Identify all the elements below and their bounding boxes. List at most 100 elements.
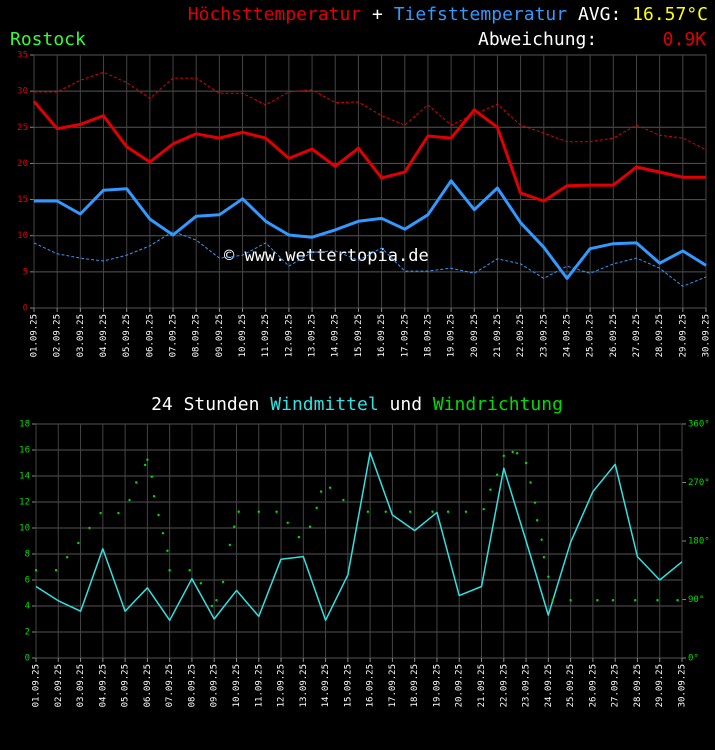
x-tick-label: 06.09.25 xyxy=(143,664,153,707)
direction-dot xyxy=(297,535,301,539)
x-tick-label: 02.09.25 xyxy=(54,664,64,707)
x-tick-label: 15.09.25 xyxy=(343,664,353,707)
direction-dot xyxy=(166,549,169,552)
direction-dot xyxy=(489,488,492,491)
x-tick-label: 12.09.25 xyxy=(284,314,294,357)
x-tick-label: 04.09.25 xyxy=(99,314,109,357)
y-tick-label: 15 xyxy=(17,195,28,205)
deviation-value: 0.9K xyxy=(663,29,707,50)
x-tick-label: 29.09.25 xyxy=(655,664,665,707)
x-tick-label: 13.09.25 xyxy=(299,664,309,707)
direction-dot xyxy=(502,454,505,458)
location: Rostock xyxy=(10,29,86,50)
x-tick-label: 15.09.25 xyxy=(354,314,364,357)
x-tick-label: 12.09.25 xyxy=(277,664,287,707)
direction-dot xyxy=(540,538,543,541)
x-tick-label: 22.09.25 xyxy=(516,314,526,357)
title-prefix: 24 Stunden xyxy=(151,394,259,415)
x-tick-label: 30.09.25 xyxy=(702,314,712,357)
direction-dot xyxy=(315,506,318,510)
direction-dot xyxy=(542,556,546,559)
x-tick-label: 17.09.25 xyxy=(400,314,410,357)
x-tick-label: 28.09.25 xyxy=(655,314,665,357)
direction-dot xyxy=(228,543,231,547)
y-tick-label: 16 xyxy=(19,446,30,456)
x-tick-label: 30.09.25 xyxy=(678,664,688,707)
y2-tick-label: 90° xyxy=(688,595,704,605)
direction-dot xyxy=(409,510,412,513)
direction-dot xyxy=(495,473,499,476)
direction-dot xyxy=(611,598,615,602)
x-tick-label: 11.09.25 xyxy=(254,664,264,707)
y-tick-label: 2 xyxy=(25,628,30,638)
title-joiner: + xyxy=(372,4,383,25)
direction-dot xyxy=(152,494,156,498)
direction-dot xyxy=(286,521,289,524)
x-tick-label: 23.09.25 xyxy=(522,664,532,707)
direction-dot xyxy=(128,498,131,502)
direction-dot xyxy=(533,501,537,504)
direction-dot xyxy=(529,481,532,484)
direction-dot xyxy=(34,569,38,572)
y2-tick-label: 360° xyxy=(688,420,710,430)
x-tick-label: 10.09.25 xyxy=(238,314,248,357)
x-tick-label: 18.09.25 xyxy=(410,664,420,707)
direction-dot xyxy=(464,510,468,513)
chart-title: Höchsttemperatur + Tiefsttemperatur AVG:… xyxy=(188,4,708,25)
direction-dot xyxy=(135,481,138,484)
y-tick-label: 35 xyxy=(17,51,28,61)
direction-dot xyxy=(54,569,58,572)
direction-dot xyxy=(233,525,236,528)
x-tick-label: 09.09.25 xyxy=(210,664,220,707)
x-tick-label: 19.09.25 xyxy=(432,664,442,707)
direction-dot xyxy=(199,582,203,585)
x-tick-label: 07.09.25 xyxy=(169,314,179,357)
avg-label: AVG: xyxy=(578,4,621,25)
y-tick-label: 14 xyxy=(19,472,30,482)
x-tick-label: 06.09.25 xyxy=(145,314,155,357)
direction-dot xyxy=(308,525,312,528)
x-tick-label: 11.09.25 xyxy=(261,314,271,357)
x-tick-label: 25.09.25 xyxy=(586,314,596,357)
x-tick-label: 03.09.25 xyxy=(76,314,86,357)
y2-tick-label: 180° xyxy=(688,537,710,547)
x-tick-label: 16.09.25 xyxy=(366,664,376,707)
x-tick-label: 05.09.25 xyxy=(121,664,131,707)
avg-value: 16.57°C xyxy=(632,4,708,25)
y-tick-label: 0 xyxy=(23,304,28,314)
direction-dot xyxy=(210,604,214,608)
y-tick-label: 30 xyxy=(17,87,28,97)
x-tick-label: 14.09.25 xyxy=(321,664,331,707)
direction-dot xyxy=(342,498,345,502)
direction-dot xyxy=(366,510,370,513)
direction-dot xyxy=(237,510,240,513)
x-tick-label: 05.09.25 xyxy=(122,314,132,357)
x-tick-label: 13.09.25 xyxy=(308,314,318,357)
direction-dot xyxy=(143,463,147,467)
y-tick-label: 12 xyxy=(19,498,30,508)
direction-dot xyxy=(65,556,69,559)
direction-dot xyxy=(150,475,154,478)
direction-dot xyxy=(188,569,191,572)
x-tick-label: 20.09.25 xyxy=(455,664,465,707)
direction-dot xyxy=(446,510,450,513)
y-tick-label: 25 xyxy=(17,123,28,133)
title-max: Höchsttemperatur xyxy=(188,4,362,25)
data-line xyxy=(34,71,707,151)
x-tick-label: 27.09.25 xyxy=(632,314,642,357)
direction-dot xyxy=(146,458,149,461)
title-wind: Windmittel xyxy=(270,394,378,415)
direction-dot xyxy=(569,598,572,602)
x-tick-label: 26.09.25 xyxy=(588,664,598,707)
direction-dot xyxy=(384,510,387,513)
direction-dot xyxy=(117,511,120,515)
x-tick-label: 26.09.25 xyxy=(609,314,619,357)
x-tick-label: 25.09.25 xyxy=(566,664,576,707)
y-tick-label: 10 xyxy=(19,524,30,534)
title-direction: Windrichtung xyxy=(433,394,563,415)
direction-dot xyxy=(551,598,554,602)
direction-dot xyxy=(656,598,659,602)
x-tick-label: 20.09.25 xyxy=(470,314,480,357)
y2-tick-label: 0° xyxy=(688,654,699,664)
